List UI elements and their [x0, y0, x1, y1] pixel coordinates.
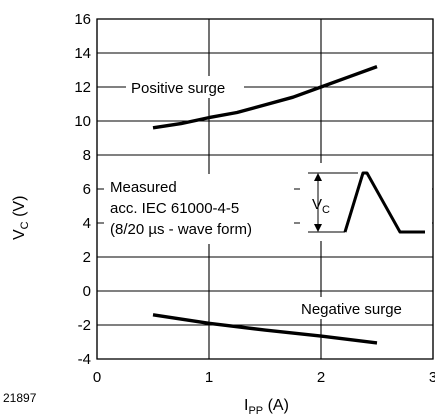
x-axis-label: IPP (A)	[244, 397, 289, 416]
inset-label: VC	[312, 196, 330, 216]
y-tick-label-1: 14	[74, 45, 91, 62]
inset-bg	[300, 163, 432, 241]
annotation-line-3: (8/20 µs - wave form)	[110, 221, 252, 238]
y-axis-ticks: 16 14 12 10 8 6 4 2 0 -2 -4	[74, 11, 91, 368]
series-label-negative-surge: Negative surge	[301, 301, 402, 318]
inset-arrow-down	[314, 224, 322, 232]
x-tick-label-0: 0	[93, 369, 101, 386]
y-tick-label-9: -2	[78, 317, 91, 334]
positive-surge-label-bg	[126, 76, 244, 98]
y-tick-label-5: 6	[83, 181, 91, 198]
x-tick-label-3: 3	[429, 369, 435, 386]
x-axis-ticks: 0 1 2 3	[93, 369, 435, 386]
inset-waveform: VC	[300, 163, 432, 241]
series-lines	[152, 65, 378, 345]
y-tick-label-2: 12	[74, 79, 91, 96]
plot-frame	[96, 18, 434, 360]
y-tick-label-4: 8	[83, 147, 91, 164]
series-line-positive-surge	[152, 65, 378, 130]
y-axis-label: VC (V)	[11, 196, 31, 240]
annotation-line-2: acc. IEC 61000-4-5	[110, 200, 239, 217]
annotation-bg	[104, 174, 294, 244]
series-label-positive-surge: Positive surge	[131, 80, 225, 97]
y-tick-label-8: 0	[83, 283, 91, 300]
figure-id: 21897	[3, 391, 37, 405]
y-tick-label-3: 10	[74, 113, 91, 130]
x-tick-label-1: 1	[205, 369, 213, 386]
negative-surge-label-bg	[297, 297, 431, 319]
inset-arrow-up	[314, 173, 322, 181]
y-tick-label-7: 2	[83, 249, 91, 266]
annotation-line-1: Measured	[110, 179, 177, 196]
series-line-negative-surge	[152, 313, 378, 345]
y-tick-label-10: -4	[78, 351, 91, 368]
x-tick-label-2: 2	[317, 369, 325, 386]
y-tick-label-0: 16	[74, 11, 91, 28]
y-tick-label-6: 4	[83, 215, 91, 232]
inset-pulse-shape	[343, 171, 425, 234]
